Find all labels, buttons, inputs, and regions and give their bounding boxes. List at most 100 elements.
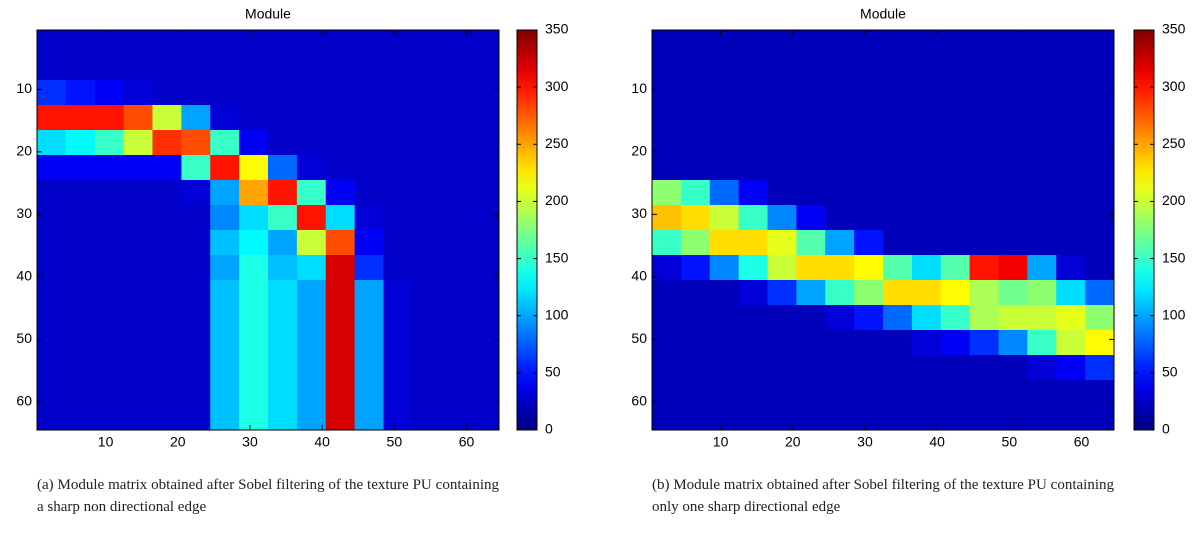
heat-cell bbox=[65, 405, 96, 431]
colorbar-tick-label: 200 bbox=[1162, 192, 1186, 208]
heat-cell bbox=[1056, 280, 1086, 306]
heat-cell bbox=[470, 355, 500, 381]
heat-cell bbox=[470, 180, 500, 206]
heat-cell bbox=[940, 80, 971, 106]
heat-cell bbox=[1056, 230, 1086, 256]
heat-cell bbox=[738, 305, 768, 331]
heat-cell bbox=[94, 30, 125, 56]
heat-cell bbox=[354, 80, 384, 106]
heat-cell bbox=[940, 405, 971, 431]
heat-cell bbox=[210, 280, 240, 306]
heat-cell bbox=[854, 330, 884, 356]
heat-cell bbox=[268, 80, 298, 106]
heat-cell bbox=[441, 30, 471, 56]
heat-cell bbox=[152, 80, 182, 106]
heat-cell bbox=[123, 255, 153, 281]
heat-cell bbox=[239, 180, 269, 206]
heat-cell bbox=[969, 355, 999, 381]
heat-cell bbox=[1056, 55, 1086, 81]
heat-cell bbox=[296, 80, 327, 106]
heat-cell bbox=[239, 330, 269, 356]
heat-cell bbox=[709, 80, 740, 106]
colorbar-tick-label: 250 bbox=[1162, 135, 1186, 151]
heat-cell bbox=[1085, 305, 1115, 331]
heat-cell bbox=[1027, 305, 1057, 331]
heat-cell bbox=[325, 330, 356, 356]
heat-cell bbox=[268, 180, 298, 206]
heat-cell bbox=[796, 355, 826, 381]
heat-cell bbox=[738, 255, 768, 281]
y-tick-label: 10 bbox=[631, 80, 647, 96]
heat-cell bbox=[680, 255, 711, 281]
heat-cell bbox=[940, 55, 971, 81]
heat-cell bbox=[998, 255, 1028, 281]
heat-cell bbox=[767, 230, 797, 256]
colorbar-tick-label: 0 bbox=[1162, 421, 1170, 437]
heat-cell bbox=[268, 105, 298, 131]
heat-cell bbox=[709, 305, 740, 331]
heat-cell bbox=[181, 155, 211, 181]
heat-cell bbox=[680, 105, 711, 131]
heat-cell bbox=[825, 55, 855, 81]
heat-cell bbox=[296, 55, 327, 81]
heat-cell bbox=[383, 130, 413, 156]
heat-cell bbox=[441, 230, 471, 256]
heat-cell bbox=[296, 130, 327, 156]
heat-cell bbox=[152, 205, 182, 231]
heat-cell bbox=[239, 30, 269, 56]
heat-cell bbox=[998, 330, 1028, 356]
heat-cell bbox=[210, 255, 240, 281]
heat-cell bbox=[383, 105, 413, 131]
chart-title: Module bbox=[245, 6, 291, 22]
heat-cell bbox=[767, 405, 797, 431]
heat-cell bbox=[998, 105, 1028, 131]
heat-cell bbox=[969, 230, 999, 256]
heat-cell bbox=[796, 255, 826, 281]
heat-cell bbox=[123, 30, 153, 56]
heat-cell bbox=[37, 380, 67, 406]
heat-cell bbox=[239, 230, 269, 256]
heat-cell bbox=[383, 80, 413, 106]
heat-cell bbox=[268, 155, 298, 181]
heat-cell bbox=[1027, 255, 1057, 281]
heat-cell bbox=[383, 230, 413, 256]
heat-cell bbox=[412, 105, 442, 131]
heat-cell bbox=[738, 180, 768, 206]
x-tick-label: 30 bbox=[857, 434, 873, 450]
colorbar-tick-label: 300 bbox=[1162, 78, 1186, 94]
heat-cell bbox=[825, 255, 855, 281]
heat-cell bbox=[325, 405, 356, 431]
heat-cell bbox=[911, 280, 942, 306]
heat-cell bbox=[441, 330, 471, 356]
heat-cell bbox=[854, 155, 884, 181]
heat-cell bbox=[1027, 155, 1057, 181]
heat-cell bbox=[969, 105, 999, 131]
heat-cell bbox=[680, 280, 711, 306]
heat-cell bbox=[470, 55, 500, 81]
colorbar-tick-label: 0 bbox=[545, 421, 553, 437]
heat-cell bbox=[354, 280, 384, 306]
heat-cell bbox=[296, 305, 327, 331]
heat-cell bbox=[738, 280, 768, 306]
heat-cell bbox=[268, 305, 298, 331]
y-tick-label: 50 bbox=[631, 330, 647, 346]
heat-cell bbox=[767, 105, 797, 131]
colorbar-tick-label: 250 bbox=[545, 135, 569, 151]
heat-cell bbox=[738, 130, 768, 156]
heat-cell bbox=[37, 230, 67, 256]
heat-cell bbox=[296, 380, 327, 406]
heat-cell bbox=[998, 130, 1028, 156]
heat-cell bbox=[767, 55, 797, 81]
heat-cell bbox=[1085, 155, 1115, 181]
heat-cell bbox=[998, 80, 1028, 106]
heat-cell bbox=[210, 30, 240, 56]
heat-cell bbox=[767, 330, 797, 356]
heat-cell bbox=[181, 230, 211, 256]
heat-cell bbox=[94, 80, 125, 106]
heat-cell bbox=[796, 80, 826, 106]
heat-cell bbox=[825, 130, 855, 156]
heat-cell bbox=[767, 130, 797, 156]
heat-cell bbox=[825, 405, 855, 431]
y-tick-label: 60 bbox=[16, 393, 32, 409]
